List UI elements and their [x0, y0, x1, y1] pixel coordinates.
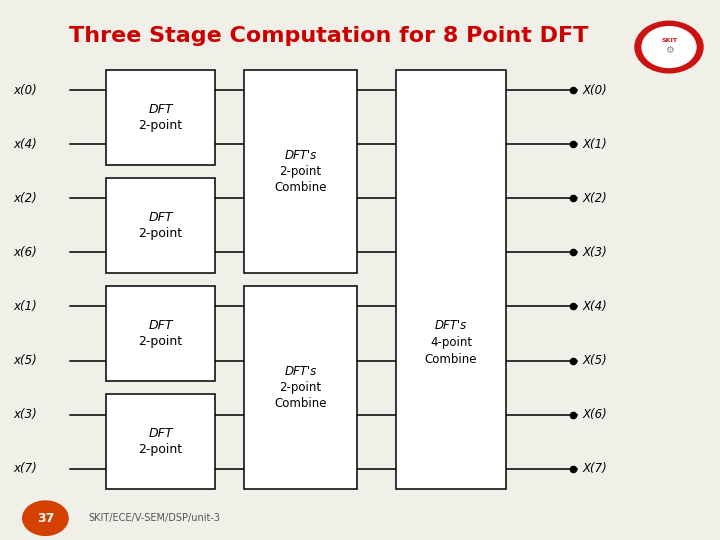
Text: DFT: DFT [148, 319, 173, 332]
Text: DFT: DFT [148, 103, 173, 116]
Text: 2-point: 2-point [138, 443, 183, 456]
Text: SKIT/ECE/V-SEM/DSP/unit-3: SKIT/ECE/V-SEM/DSP/unit-3 [88, 513, 220, 523]
Text: ⚙: ⚙ [665, 45, 673, 55]
Text: 2-point: 2-point [138, 119, 183, 132]
Text: DFT's: DFT's [284, 365, 317, 378]
Text: 2-point: 2-point [138, 335, 183, 348]
Text: DFT: DFT [148, 211, 173, 224]
Text: x(6): x(6) [14, 246, 37, 259]
Circle shape [642, 26, 696, 68]
Text: x(2): x(2) [14, 192, 37, 205]
Text: X(1): X(1) [582, 138, 607, 151]
Text: Combine: Combine [274, 181, 327, 194]
Text: DFT's: DFT's [435, 319, 467, 332]
Text: x(1): x(1) [14, 300, 37, 313]
Text: X(0): X(0) [582, 84, 607, 97]
Text: 4-point: 4-point [430, 336, 472, 349]
Text: 2-point: 2-point [279, 165, 322, 178]
Text: SKIT: SKIT [661, 38, 677, 43]
Text: x(3): x(3) [14, 408, 37, 421]
Text: DFT's: DFT's [284, 148, 317, 161]
Text: x(7): x(7) [14, 462, 37, 475]
Text: 37: 37 [37, 512, 54, 525]
Bar [396, 70, 506, 489]
Text: x(5): x(5) [14, 354, 37, 367]
Bar [106, 394, 215, 489]
Text: 2-point: 2-point [138, 227, 183, 240]
Text: Three Stage Computation for 8 Point DFT: Three Stage Computation for 8 Point DFT [69, 26, 588, 46]
Text: DFT: DFT [148, 427, 173, 440]
Bar [106, 286, 215, 381]
Text: x(0): x(0) [14, 84, 37, 97]
Circle shape [635, 21, 703, 73]
Text: 2-point: 2-point [279, 381, 322, 394]
Text: X(3): X(3) [582, 246, 607, 259]
Text: Combine: Combine [425, 353, 477, 366]
Bar [244, 286, 357, 489]
Text: X(6): X(6) [582, 408, 607, 421]
Bar [106, 178, 215, 273]
Text: X(2): X(2) [582, 192, 607, 205]
Bar [244, 70, 357, 273]
Text: X(5): X(5) [582, 354, 607, 367]
Text: Combine: Combine [274, 397, 327, 410]
Text: X(7): X(7) [582, 462, 607, 475]
Text: X(4): X(4) [582, 300, 607, 313]
Text: x(4): x(4) [14, 138, 37, 151]
Circle shape [23, 501, 68, 535]
Bar [106, 70, 215, 165]
